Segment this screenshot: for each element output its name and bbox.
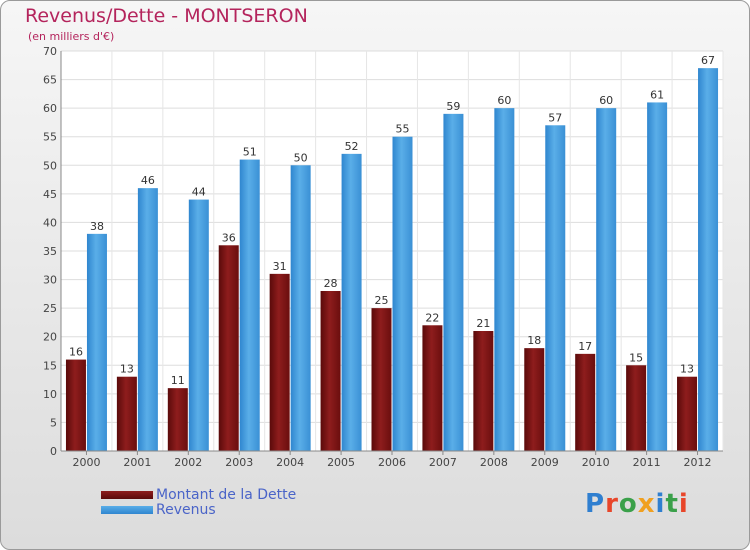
- data-label-dette: 13: [680, 363, 694, 376]
- data-label-revenus: 60: [599, 94, 613, 107]
- data-label-dette: 36: [222, 231, 236, 244]
- x-tick-label: 2011: [633, 456, 661, 469]
- bar-dette: [524, 348, 545, 451]
- y-tick-label: 15: [43, 359, 57, 372]
- x-tick-label: 2003: [225, 456, 253, 469]
- bar-revenus: [239, 159, 260, 452]
- data-label-revenus: 46: [141, 174, 155, 187]
- bar-revenus: [698, 68, 719, 452]
- bar-dette: [218, 245, 239, 451]
- y-tick-label: 10: [43, 388, 57, 401]
- proxiti-logo: Proxiti: [585, 489, 689, 519]
- x-tick-label: 2001: [123, 456, 151, 469]
- y-tick-label: 55: [43, 131, 57, 144]
- bar-revenus: [86, 233, 107, 451]
- data-label-revenus: 38: [90, 220, 104, 233]
- y-tick-label: 50: [43, 159, 57, 172]
- y-tick-label: 20: [43, 331, 57, 344]
- bar-revenus: [647, 102, 668, 451]
- bar-revenus: [596, 108, 617, 452]
- legend-label-dette: Montant de la Dette: [156, 486, 297, 503]
- data-label-revenus: 51: [243, 146, 257, 159]
- bar-revenus: [137, 188, 158, 451]
- y-tick-label: 65: [43, 74, 57, 87]
- y-tick-label: 60: [43, 102, 57, 115]
- chart-title: Revenus/Dette - MONTSERON: [25, 5, 308, 27]
- x-tick-label: 2010: [582, 456, 610, 469]
- data-label-dette: 11: [171, 374, 185, 387]
- bar-dette: [320, 291, 341, 451]
- x-tick-label: 2006: [378, 456, 406, 469]
- bar-dette: [116, 376, 137, 451]
- data-label-revenus: 60: [497, 94, 511, 107]
- legend-swatch-dette: [101, 490, 153, 499]
- data-label-dette: 13: [120, 363, 134, 376]
- bar-dette: [167, 388, 188, 451]
- legend-swatch-revenus: [101, 505, 153, 514]
- data-label-revenus: 61: [650, 88, 664, 101]
- x-tick-label: 2002: [174, 456, 202, 469]
- bar-dette: [422, 325, 443, 451]
- data-label-dette: 21: [476, 317, 490, 330]
- y-tick-label: 30: [43, 274, 57, 287]
- data-label-dette: 22: [425, 311, 439, 324]
- x-tick-label: 2000: [72, 456, 100, 469]
- bar-revenus: [341, 153, 362, 451]
- data-label-revenus: 67: [701, 54, 715, 67]
- data-label-revenus: 55: [396, 123, 410, 136]
- bar-revenus: [392, 136, 413, 451]
- bar-dette: [473, 331, 494, 451]
- x-tick-label: 2012: [684, 456, 712, 469]
- data-label-revenus: 59: [446, 100, 460, 113]
- data-label-dette: 17: [578, 340, 592, 353]
- data-label-dette: 18: [527, 334, 541, 347]
- data-label-revenus: 50: [294, 151, 308, 164]
- bar-revenus: [545, 125, 566, 452]
- legend-label-revenus: Revenus: [156, 501, 216, 518]
- x-tick-label: 2004: [276, 456, 304, 469]
- data-label-dette: 15: [629, 351, 643, 364]
- data-label-revenus: 44: [192, 186, 206, 199]
- x-tick-label: 2007: [429, 456, 457, 469]
- y-tick-label: 35: [43, 245, 57, 258]
- legend-item-dette: Montant de la Dette: [101, 486, 297, 503]
- y-tick-label: 0: [50, 445, 57, 458]
- y-tick-label: 70: [43, 45, 57, 58]
- bar-dette: [269, 273, 290, 451]
- x-tick-label: 2005: [327, 456, 355, 469]
- chart-subtitle: (en milliers d'€): [28, 30, 115, 43]
- bar-revenus: [188, 199, 209, 451]
- data-label-revenus: 57: [548, 111, 562, 124]
- legend-item-revenus: Revenus: [101, 501, 296, 518]
- data-label-dette: 31: [273, 260, 287, 273]
- y-tick-label: 25: [43, 302, 57, 315]
- y-tick-label: 40: [43, 216, 57, 229]
- x-tick-label: 2008: [480, 456, 508, 469]
- y-tick-label: 45: [43, 188, 57, 201]
- bar-dette: [626, 365, 647, 451]
- x-tick-label: 2009: [531, 456, 559, 469]
- bar-dette: [677, 376, 698, 451]
- bar-dette: [65, 359, 86, 451]
- y-tick-label: 5: [50, 416, 57, 429]
- legend: Montant de la Dette Revenus: [101, 486, 297, 518]
- data-label-dette: 25: [375, 294, 389, 307]
- bar-revenus: [443, 113, 464, 451]
- bar-dette: [575, 353, 596, 451]
- data-label-revenus: 52: [345, 140, 359, 153]
- bar-revenus: [494, 108, 515, 452]
- bar-dette: [371, 308, 392, 451]
- data-label-dette: 16: [69, 346, 83, 359]
- bar-revenus: [290, 165, 311, 452]
- data-label-dette: 28: [324, 277, 338, 290]
